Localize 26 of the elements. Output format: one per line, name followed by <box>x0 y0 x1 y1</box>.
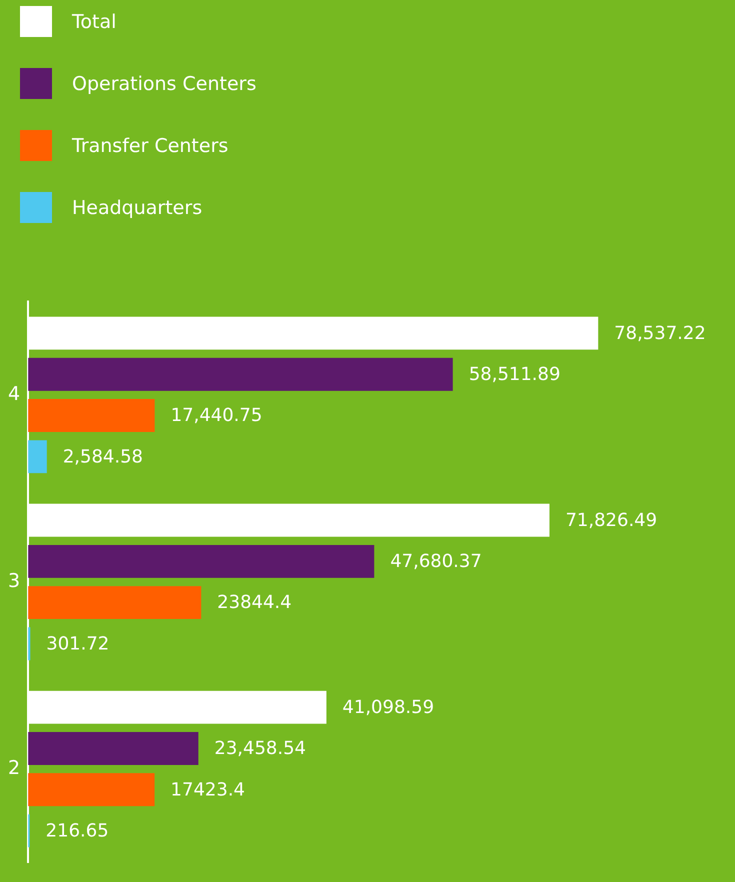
data-label: 216.65 <box>46 820 109 842</box>
bar <box>28 358 453 391</box>
y-tick-label: 4 <box>8 382 20 405</box>
data-label: 2,584.58 <box>62 446 144 468</box>
y-tick-label: 2 <box>8 757 20 780</box>
bar <box>28 773 155 806</box>
data-label: 23844.4 <box>217 592 292 614</box>
bar <box>28 732 198 765</box>
bar <box>28 440 47 474</box>
bar <box>28 586 202 620</box>
data-label: 41,098.59 <box>342 697 434 718</box>
data-label: 17,440.75 <box>170 405 262 426</box>
data-label: 23,458.54 <box>214 738 306 760</box>
data-label: 301.72 <box>46 633 110 654</box>
bar <box>28 399 155 432</box>
bar <box>28 544 374 578</box>
data-label: 78,537.22 <box>614 322 706 344</box>
legend-label: Total <box>72 10 116 32</box>
y-tick-label: 3 <box>8 570 20 592</box>
data-label: 17423.4 <box>170 779 245 800</box>
data-label: 71,826.49 <box>565 510 658 531</box>
legend-label: Operations Centers <box>72 72 256 94</box>
legend-label: Headquarters <box>72 196 202 218</box>
data-label: 58,511.89 <box>468 364 560 386</box>
legend-label: Transfer Centers <box>72 134 228 156</box>
data-label: 47,680.37 <box>390 551 482 572</box>
